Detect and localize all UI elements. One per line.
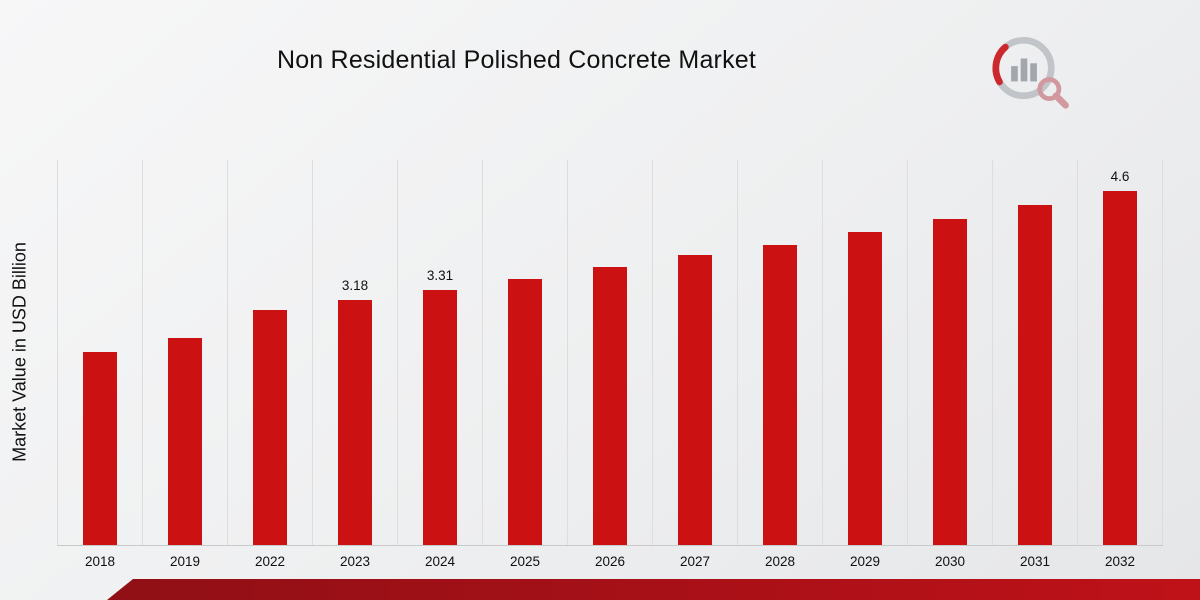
x-tick-2029: 2029 <box>849 554 881 569</box>
grid-column-2025: 2025 <box>482 160 567 569</box>
chart-title: Non Residential Polished Concrete Market <box>276 46 757 74</box>
bar-2019 <box>168 338 202 545</box>
logo-bar-icon <box>1011 66 1018 82</box>
plot-area: 2018 2019 2022 3.18 2023 3.31 2024 2025 2026 2027… <box>57 160 1163 569</box>
x-tick-2031: 2031 <box>1019 554 1051 569</box>
grid-column-2028: 2028 <box>737 160 822 569</box>
x-tick-2028: 2028 <box>764 554 796 569</box>
bar-2025 <box>508 279 542 545</box>
grid-column-2030: 2030 <box>907 160 992 569</box>
x-tick-2022: 2022 <box>254 554 286 569</box>
footer-stripe <box>107 579 1200 600</box>
logo-ring-accent-icon <box>992 36 1055 100</box>
bar-2022 <box>253 310 287 545</box>
grid-column-2018: 2018 <box>57 160 142 569</box>
grid-column-2031: 2031 <box>992 160 1077 569</box>
bar-2028 <box>763 245 797 545</box>
x-tick-2032: 2032 <box>1104 554 1136 569</box>
brand-logo <box>992 36 1069 109</box>
grid-column-2032: 4.6 2032 <box>1077 160 1163 569</box>
grid-column-2026: 2026 <box>567 160 652 569</box>
x-tick-2025: 2025 <box>509 554 541 569</box>
bar-2024 <box>423 290 457 545</box>
x-tick-2030: 2030 <box>934 554 966 569</box>
bar-2023 <box>338 300 372 545</box>
logo-magnifier-lens-icon <box>1037 77 1062 102</box>
bar-2026 <box>593 267 627 545</box>
x-tick-2027: 2027 <box>679 554 711 569</box>
grid-column-2029: 2029 <box>822 160 907 569</box>
bar-2031 <box>1018 205 1052 545</box>
data-label-2024: 3.31 <box>426 268 454 283</box>
bar-2029 <box>848 232 882 545</box>
logo-bar-icon <box>1030 63 1037 82</box>
data-label-2032: 4.6 <box>1110 169 1130 184</box>
x-tick-2024: 2024 <box>424 554 456 569</box>
bar-2032 <box>1103 191 1137 545</box>
logo-bar-icon <box>1020 58 1028 82</box>
x-tick-2023: 2023 <box>339 554 371 569</box>
grid-column-2024: 3.31 2024 <box>397 160 482 569</box>
bar-2030 <box>933 219 967 545</box>
grid-column-2023: 3.18 2023 <box>312 160 397 569</box>
grid-column-2022: 2022 <box>227 160 312 569</box>
y-axis-label: Market Value in USD Billion <box>9 242 30 462</box>
grid-column-2019: 2019 <box>142 160 227 569</box>
x-tick-2019: 2019 <box>169 554 201 569</box>
grid-column-2027: 2027 <box>652 160 737 569</box>
bar-2018 <box>83 352 117 545</box>
bar-2027 <box>678 255 712 545</box>
data-label-2023: 3.18 <box>341 278 369 293</box>
x-tick-2018: 2018 <box>84 554 116 569</box>
x-tick-2026: 2026 <box>594 554 626 569</box>
logo-magnifier-handle-icon <box>1052 92 1069 109</box>
